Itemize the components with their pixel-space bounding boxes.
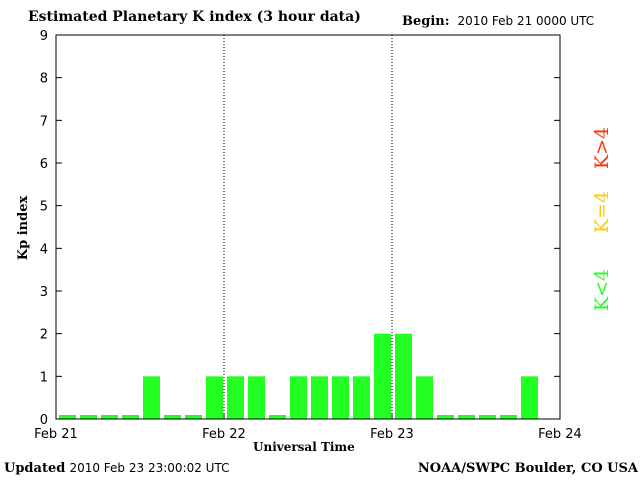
legend-item: K>4 bbox=[591, 127, 613, 169]
kp-bar bbox=[521, 376, 538, 419]
begin-value: 2010 Feb 21 0000 UTC bbox=[457, 14, 595, 28]
x-tick-label: Feb 24 bbox=[538, 427, 582, 442]
updated-value: 2010 Feb 23 23:00:02 UTC bbox=[69, 461, 230, 475]
kp-bar bbox=[374, 333, 391, 419]
kp-bar bbox=[101, 415, 118, 419]
x-axis-ticks: Feb 21 Feb 22 Feb 23 Feb 24 bbox=[34, 413, 582, 442]
kp-bar bbox=[206, 376, 223, 419]
x-tick-label: Feb 23 bbox=[370, 427, 414, 442]
kp-bar bbox=[143, 376, 160, 419]
y-tick-label: 4 bbox=[40, 242, 48, 257]
kp-bar bbox=[59, 415, 76, 419]
chart-grid bbox=[223, 35, 393, 419]
legend-item: K<4 bbox=[591, 269, 613, 311]
legend-item: K=4 bbox=[591, 191, 613, 233]
kp-bar bbox=[311, 376, 328, 419]
y-tick-label: 1 bbox=[40, 370, 48, 385]
y-tick-label: 3 bbox=[40, 285, 48, 300]
kp-bar bbox=[185, 415, 202, 419]
x-tick-label: Feb 22 bbox=[202, 427, 246, 442]
kp-bar bbox=[458, 415, 475, 419]
y-axis-ticks: 0 1 2 3 4 5 6 7 8 9 bbox=[40, 29, 560, 428]
kp-bar bbox=[248, 376, 265, 419]
y-tick-label: 7 bbox=[40, 114, 48, 129]
source-credit: NOAA/SWPC Boulder, CO USA bbox=[417, 461, 638, 476]
begin-time: Begin: 2010 Feb 21 0000 UTC bbox=[402, 14, 594, 29]
y-tick-label: 5 bbox=[40, 200, 48, 215]
begin-label: Begin: bbox=[402, 14, 450, 29]
updated-time: Updated 2010 Feb 23 23:00:02 UTC bbox=[4, 461, 229, 476]
kp-bar bbox=[122, 415, 139, 419]
y-tick-label: 6 bbox=[40, 157, 48, 172]
kp-bar bbox=[269, 415, 286, 419]
chart-title: Estimated Planetary K index (3 hour data… bbox=[28, 9, 361, 25]
kp-bar bbox=[500, 415, 517, 419]
plot-frame bbox=[55, 34, 561, 420]
kp-bar bbox=[353, 376, 370, 419]
y-tick-label: 0 bbox=[40, 413, 48, 428]
kp-bar bbox=[290, 376, 307, 419]
x-axis-label: Universal Time bbox=[253, 440, 355, 454]
y-tick-label: 9 bbox=[40, 29, 48, 44]
y-axis-label: Kp index bbox=[16, 196, 31, 261]
updated-label: Updated bbox=[4, 461, 66, 476]
kp-bar bbox=[227, 376, 244, 419]
y-tick-label: 8 bbox=[40, 72, 48, 87]
kp-bar bbox=[164, 415, 181, 419]
x-tick-label: Feb 21 bbox=[34, 427, 78, 442]
kp-bar bbox=[416, 376, 433, 419]
kp-bar bbox=[395, 333, 412, 419]
kp-bar bbox=[332, 376, 349, 419]
legend: K<4 K=4 K>4 bbox=[591, 127, 613, 311]
chart-bars bbox=[59, 333, 538, 419]
kp-bar bbox=[437, 415, 454, 419]
kp-bar bbox=[479, 415, 496, 419]
y-tick-label: 2 bbox=[40, 328, 48, 343]
kp-bar bbox=[80, 415, 97, 419]
